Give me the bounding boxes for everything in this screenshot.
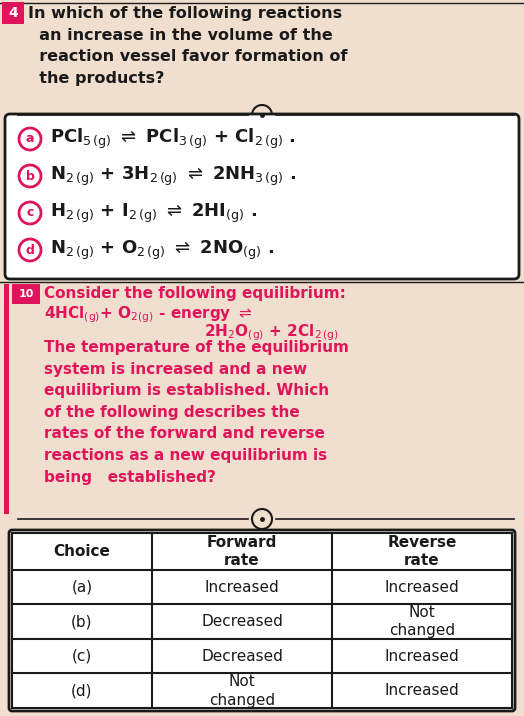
Text: Increased: Increased bbox=[205, 579, 279, 594]
FancyBboxPatch shape bbox=[9, 530, 515, 711]
Text: 4: 4 bbox=[8, 6, 18, 20]
Text: (a): (a) bbox=[71, 579, 93, 594]
Text: 4HCl$_{\mathsf{(g)}}$+ O$_{\mathsf{2(g)}}$ - energy $\rightleftharpoons$: 4HCl$_{\mathsf{(g)}}$+ O$_{\mathsf{2(g)}… bbox=[44, 304, 252, 324]
Text: N$_{\mathsf{2\,(g)}}$ + O$_{\mathsf{2\,(g)}}$ $\rightleftharpoons$ 2NO$_{\mathsf: N$_{\mathsf{2\,(g)}}$ + O$_{\mathsf{2\,(… bbox=[50, 238, 275, 261]
Text: In which of the following reactions
  an increase in the volume of the
  reactio: In which of the following reactions an i… bbox=[28, 6, 347, 86]
FancyBboxPatch shape bbox=[5, 114, 519, 279]
Text: Not
changed: Not changed bbox=[389, 605, 455, 639]
Text: Forward
rate: Forward rate bbox=[207, 535, 277, 569]
Text: Consider the following equilibrium:: Consider the following equilibrium: bbox=[44, 286, 346, 301]
Text: (c): (c) bbox=[72, 649, 92, 664]
Text: 2H$_\mathsf{2}$O$_{\mathsf{(g)}}$ + 2Cl$_{\mathsf{2\,(g)}}$: 2H$_\mathsf{2}$O$_{\mathsf{(g)}}$ + 2Cl$… bbox=[204, 322, 339, 342]
Text: Decreased: Decreased bbox=[201, 649, 283, 664]
Text: b: b bbox=[26, 170, 35, 183]
Text: a: a bbox=[26, 132, 34, 145]
Text: PCl$_{\mathsf{5\,(g)}}$ $\rightleftharpoons$ PCl$_{\mathsf{3\,(g)}}$ + Cl$_{\mat: PCl$_{\mathsf{5\,(g)}}$ $\rightleftharpo… bbox=[50, 127, 296, 151]
Text: (b): (b) bbox=[71, 614, 93, 629]
Text: Reverse
rate: Reverse rate bbox=[387, 535, 457, 569]
Text: c: c bbox=[26, 206, 34, 220]
Text: The temperature of the equilibrium
system is increased and a new
equilibrium is : The temperature of the equilibrium syste… bbox=[44, 340, 349, 485]
Text: 10: 10 bbox=[18, 289, 34, 299]
Bar bbox=[12, 284, 40, 304]
Text: N$_{\mathsf{2\,(g)}}$ + 3H$_{\mathsf{2\,(g)}}$ $\rightleftharpoons$ 2NH$_{\maths: N$_{\mathsf{2\,(g)}}$ + 3H$_{\mathsf{2\,… bbox=[50, 165, 296, 188]
Text: Increased: Increased bbox=[385, 683, 460, 698]
Text: Increased: Increased bbox=[385, 649, 460, 664]
Text: Increased: Increased bbox=[385, 579, 460, 594]
Bar bbox=[4, 284, 9, 514]
Text: H$_{\mathsf{2\,(g)}}$ + I$_{\mathsf{2\,(g)}}$ $\rightleftharpoons$ 2HI$_{\mathsf: H$_{\mathsf{2\,(g)}}$ + I$_{\mathsf{2\,(… bbox=[50, 201, 257, 225]
Bar bbox=[2, 2, 24, 24]
Text: Decreased: Decreased bbox=[201, 614, 283, 629]
Text: d: d bbox=[26, 243, 35, 256]
Text: Choice: Choice bbox=[53, 544, 111, 559]
Text: Not
changed: Not changed bbox=[209, 674, 275, 707]
Text: (d): (d) bbox=[71, 683, 93, 698]
